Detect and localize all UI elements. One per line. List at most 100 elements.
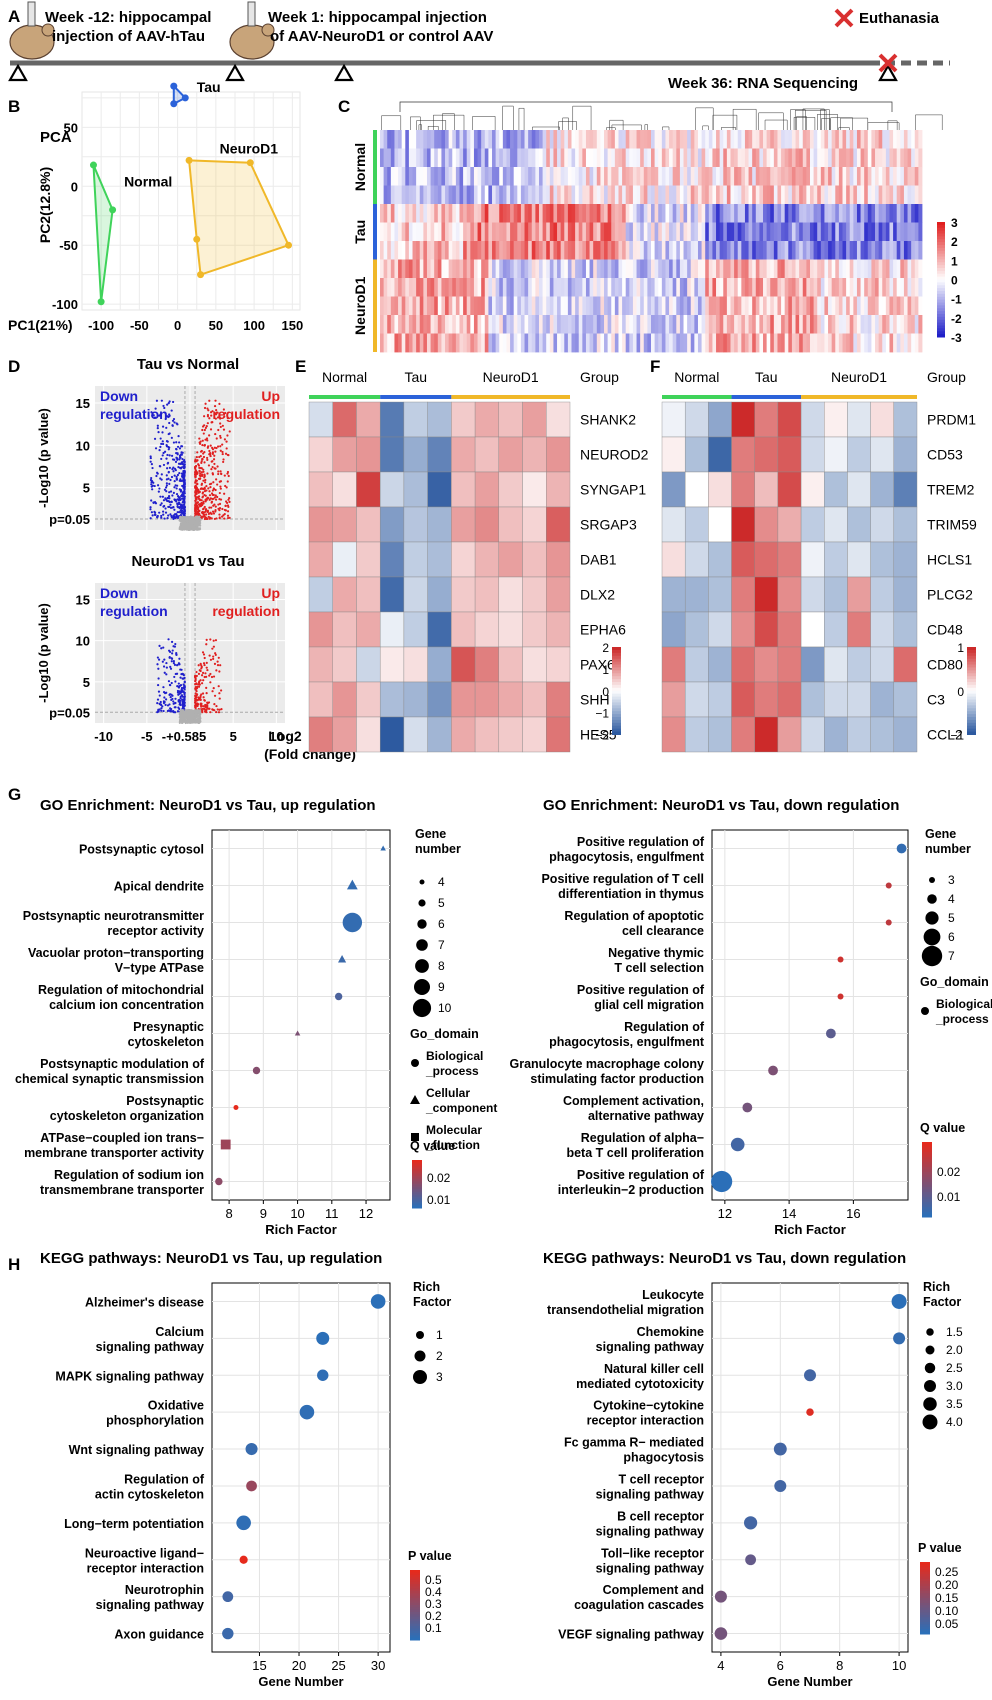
kgR-color-legend-bar <box>920 1617 930 1621</box>
heatE-legend-bar <box>612 676 621 680</box>
heatF-cell <box>661 506 686 543</box>
heatmap-cell <box>672 130 677 149</box>
heatmap-cell <box>430 185 435 205</box>
volcano-point <box>152 501 155 504</box>
heatmap-cell <box>795 167 800 186</box>
kgL-color-title: P value <box>408 1549 452 1563</box>
heatmap-cell <box>575 130 580 149</box>
heatmap-cell <box>784 204 789 223</box>
heatE-legend-bar <box>612 714 621 718</box>
heatmap-cell <box>383 315 388 334</box>
heatmap-cell <box>864 278 869 297</box>
heatmap-cell <box>882 259 887 279</box>
heatmap-cell <box>405 148 410 168</box>
heatmap-cell <box>481 130 486 149</box>
kgL-point <box>236 1515 251 1531</box>
heatmap-cell <box>806 185 811 205</box>
heatmap-cell <box>535 222 540 242</box>
heatmap-cell <box>882 167 887 186</box>
volcano-point <box>170 710 174 713</box>
heatmap-cell <box>914 259 919 279</box>
heatF-legend-bar <box>967 717 976 721</box>
gene-heatmap-f: Normal Tau NeuroD1 GroupPRDM1CD53TREM2TRIM5… <box>661 369 977 753</box>
heatmap-cell <box>889 241 894 260</box>
heatmap-cell <box>604 204 609 223</box>
volcano-point <box>153 484 156 488</box>
heatmap-cell <box>719 185 724 205</box>
heatmap-cell <box>596 204 601 223</box>
heatE-cell <box>403 611 428 648</box>
volcano-point <box>194 504 198 507</box>
heatmap-cell <box>679 278 684 297</box>
heatmap-cell <box>553 296 558 316</box>
heatmap-cell <box>643 296 648 316</box>
heatmap-cell <box>802 241 807 260</box>
heatmap-legend-bar <box>937 296 945 301</box>
goL-size-legend-label: 8 <box>438 959 445 973</box>
heatmap-cell <box>806 204 811 223</box>
kgR-term-label: signaling pathway <box>596 1561 704 1575</box>
volcano-point <box>199 669 202 673</box>
heatE-legend-bar <box>612 687 621 692</box>
volcano-point <box>194 458 197 461</box>
volcano-point <box>219 470 222 473</box>
heatmap-cell <box>632 204 637 223</box>
volcano-point <box>165 661 168 665</box>
volcano-point <box>218 402 221 405</box>
heatmap-cell <box>885 204 890 223</box>
heatmap-cell <box>549 204 554 223</box>
heatmap-cell <box>398 222 403 242</box>
volcano-point <box>204 672 207 675</box>
volcano-point <box>211 708 214 711</box>
volcano-point <box>201 428 204 432</box>
heatmap-cell <box>445 130 450 149</box>
heatmap-cell <box>806 130 811 149</box>
heatmap-cell <box>408 185 413 205</box>
heatmap-cell <box>571 204 576 223</box>
heatmap-cell <box>481 167 486 186</box>
heatmap-cell <box>380 259 385 279</box>
heatmap-cell <box>773 278 778 297</box>
volcano-point <box>225 447 228 450</box>
heatmap-cell <box>607 241 612 260</box>
volcano-point <box>179 503 183 506</box>
heatmap-cell <box>687 278 692 297</box>
heatmap-group-label-normal: Normal <box>352 143 368 191</box>
heatmap-cell <box>643 333 648 353</box>
heatmap-cell <box>578 222 583 242</box>
heatmap-cell <box>766 259 771 279</box>
heatmap-cell <box>383 204 388 223</box>
timeline-arrow-0 <box>8 63 28 82</box>
heatmap-cell <box>513 333 518 353</box>
volcano-point <box>219 445 222 448</box>
heatmap-cell <box>589 204 594 223</box>
heatE-cell <box>474 576 500 613</box>
heatmap-cell <box>466 315 471 334</box>
heatmap-cell <box>784 241 789 260</box>
heatmap-cell <box>748 148 753 168</box>
volcano-point <box>169 667 173 670</box>
heatmap-cell <box>510 222 515 242</box>
heatmap-cell <box>690 278 695 297</box>
goL-point <box>220 1139 231 1150</box>
heatmap-legend-bar <box>937 308 945 312</box>
heatmap-cell <box>809 222 814 242</box>
heatmap-cell <box>777 333 782 353</box>
kgL-color-legend-bar <box>410 1633 420 1636</box>
heatmap-cell <box>560 167 565 186</box>
volcano-point <box>203 451 206 454</box>
heatmap-cell <box>542 167 547 186</box>
heatmap-cell <box>585 222 590 242</box>
heatmap-cell <box>622 185 627 205</box>
euthanasia-marker-icon <box>878 53 898 73</box>
heatmap-cell <box>535 333 540 353</box>
heatmap-cell <box>463 315 468 334</box>
volcano-point <box>228 497 231 500</box>
euthanasia-icon <box>834 8 854 28</box>
heatE-cell <box>379 611 405 648</box>
kgR-term-label: signaling pathway <box>596 1524 704 1538</box>
heatmap-cell <box>665 148 670 168</box>
heatmap-cell <box>502 259 507 279</box>
heatmap-cell <box>643 204 648 223</box>
heatmap-cell <box>470 130 475 149</box>
